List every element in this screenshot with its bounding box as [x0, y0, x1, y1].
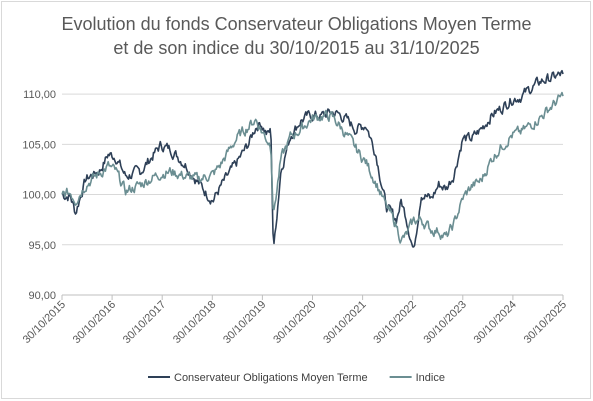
series-line-1 — [61, 69, 564, 248]
x-tick-label: 30/10/2016 — [71, 299, 118, 346]
x-tick-label: 30/10/2019 — [221, 299, 268, 346]
y-tick-label: 105,00 — [22, 139, 56, 151]
y-tick-label: 110,00 — [23, 89, 56, 101]
legend-label-1: Conservateur Obligations Moyen Terme — [174, 372, 368, 384]
x-tick-label: 30/10/2022 — [371, 299, 418, 346]
y-tick-label: 100,00 — [22, 190, 56, 202]
x-tick-label: 30/10/2018 — [171, 299, 218, 346]
chart-title-line-1: Evolution du fonds Conservateur Obligati… — [61, 14, 532, 34]
x-tick-label: 30/10/2024 — [472, 299, 519, 346]
x-tick-label: 30/10/2021 — [321, 299, 368, 346]
x-tick-label: 30/10/2023 — [422, 299, 469, 346]
x-tick-label: 30/10/2020 — [271, 299, 318, 346]
series-line-2 — [61, 91, 564, 244]
y-tick-label: 90,00 — [28, 290, 56, 302]
x-tick-label: 30/10/2015 — [21, 299, 68, 346]
y-tick-label: 95,00 — [28, 240, 56, 252]
chart-title-line-2: et de son indice du 30/10/2015 au 31/10/… — [113, 38, 480, 58]
x-tick-label: 30/10/2017 — [121, 299, 168, 346]
legend-label-2: Indice — [416, 372, 445, 384]
x-tick-label: 30/10/2025 — [522, 299, 569, 346]
